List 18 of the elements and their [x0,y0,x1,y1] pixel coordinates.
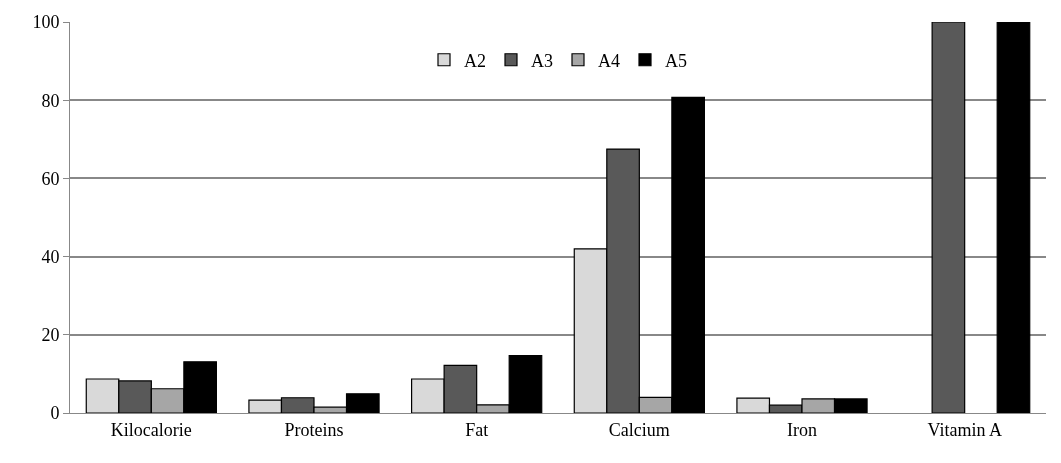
y-tick-label: 0 [50,403,60,424]
y-tick-label: 20 [41,325,60,346]
legend-label: A3 [531,50,553,71]
x-tick-label: Vitamin A [927,419,1002,440]
x-tick-label: Calcium [608,419,670,440]
x-tick-label: Kilocalorie [110,419,192,440]
y-tick-label: 40 [41,246,60,267]
x-tick-label: Fat [465,419,489,440]
y-tick-label: 80 [41,90,60,111]
legend-label: A4 [598,50,620,71]
legend-label: A5 [665,50,687,71]
x-tick-label: Proteins [284,419,344,440]
bar [996,22,1031,413]
y-tick-label: 100 [32,12,60,33]
legend-label: A2 [464,50,486,71]
bar [931,22,966,413]
x-tick-label: Iron [787,419,817,440]
y-tick-label: 60 [41,168,60,189]
